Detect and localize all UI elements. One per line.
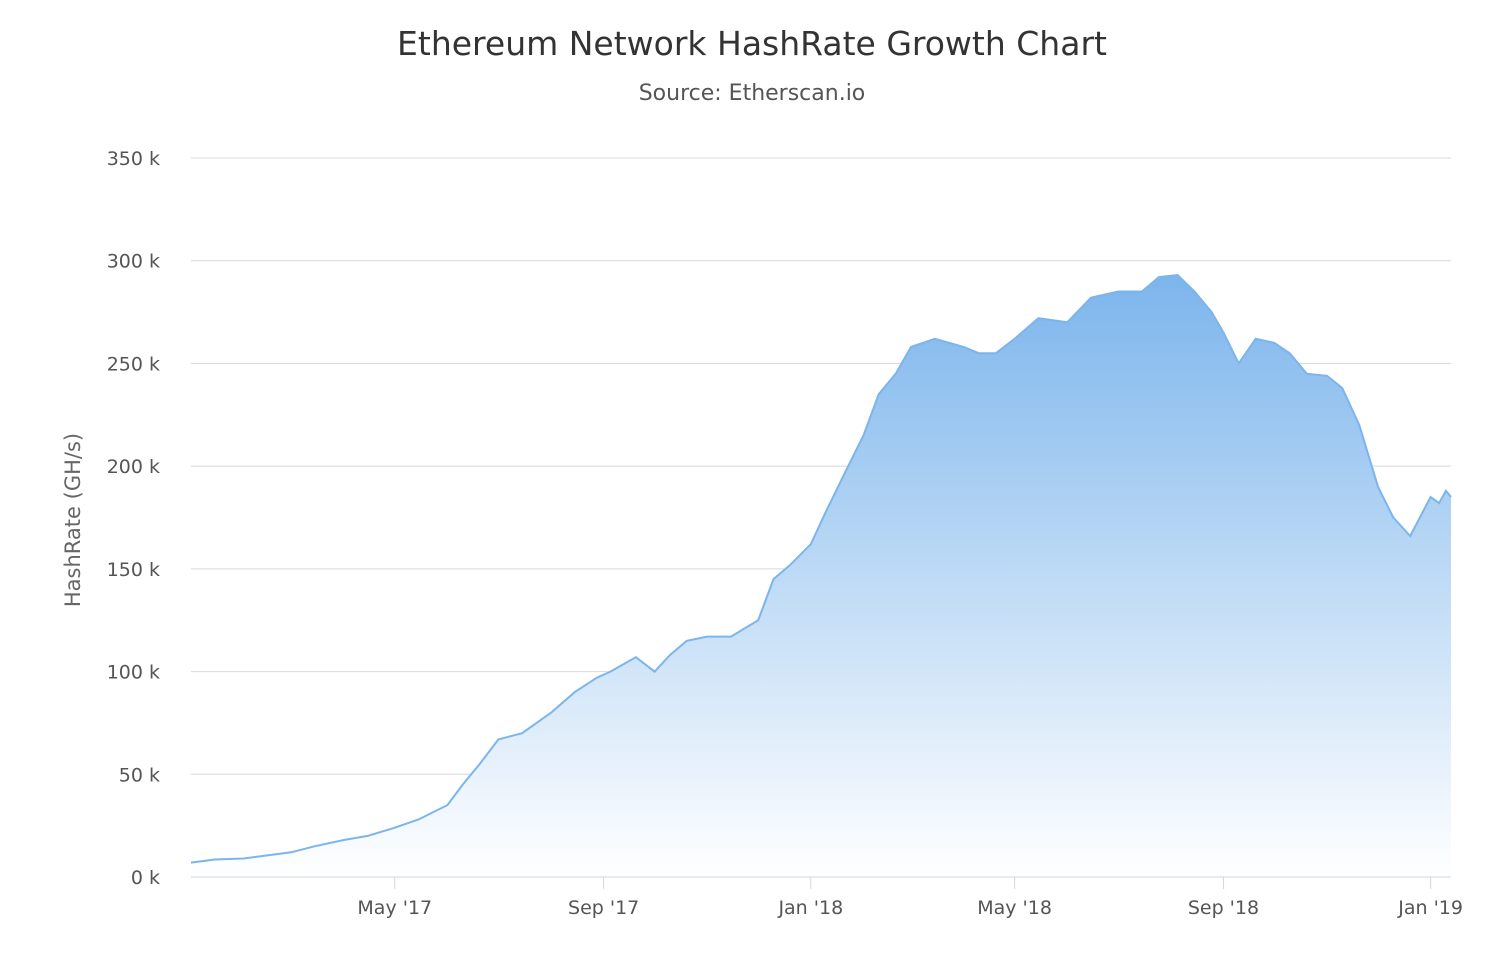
x-tick-label: Sep '17: [568, 897, 639, 919]
chart-subtitle: Source: Etherscan.io: [639, 81, 866, 106]
x-tick-label: Jan '19: [1397, 897, 1463, 919]
x-tick-label: May '17: [357, 897, 432, 919]
plot-area: [190, 274, 1452, 878]
y-axis-title: HashRate (GH/s): [61, 433, 85, 607]
y-tick-label: 250 k: [107, 353, 160, 375]
y-tick-label: 50 k: [119, 764, 160, 786]
y-axis-ticks: 0 k 50 k 100 k 150 k 200 k 250 k 300 k 350 k: [107, 148, 160, 889]
y-tick-label: 300 k: [107, 251, 160, 273]
hashrate-series-line: [190, 274, 1452, 864]
y-tick-label: 200 k: [107, 456, 160, 478]
x-tick-label: Sep '18: [1188, 897, 1259, 919]
y-tick-label: 150 k: [107, 559, 160, 581]
x-tick-label: Jan '18: [777, 897, 843, 919]
y-tick-label: 350 k: [107, 148, 160, 170]
chart-title: Ethereum Network HashRate Growth Chart: [397, 24, 1107, 63]
y-tick-label: 0 k: [131, 867, 160, 889]
x-axis-ticks: May '17 Sep '17 Jan '18 May '18 Sep '18 Jan '…: [357, 877, 1463, 919]
hashrate-area-fill: [191, 275, 1451, 878]
x-tick-label: May '18: [977, 897, 1052, 919]
y-tick-label: 100 k: [107, 662, 160, 684]
